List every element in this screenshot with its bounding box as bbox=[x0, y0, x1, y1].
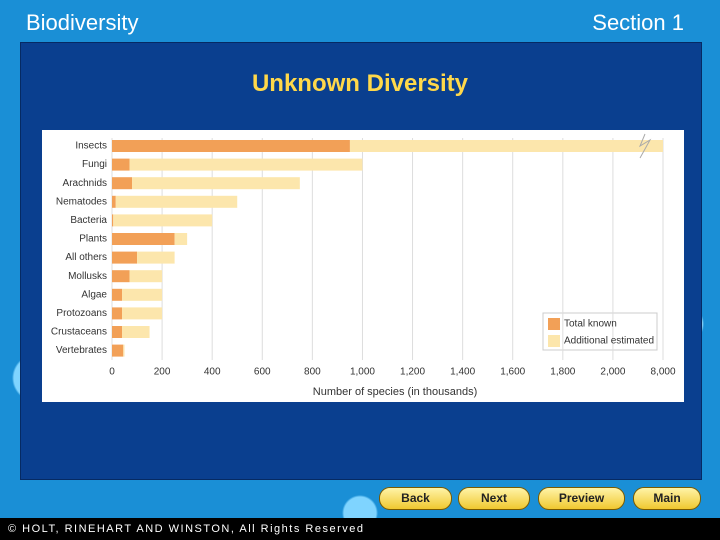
category-label: Bacteria bbox=[70, 215, 107, 226]
x-tick-label: 1,200 bbox=[400, 367, 425, 378]
bar-segment bbox=[112, 177, 133, 190]
x-tick-label: 2,000 bbox=[600, 367, 625, 378]
legend-box bbox=[542, 312, 658, 351]
x-tick-label: 400 bbox=[204, 367, 221, 378]
bar-segment bbox=[122, 288, 163, 301]
x-tick-label: 1,800 bbox=[550, 367, 575, 378]
bar-segment bbox=[122, 307, 163, 320]
category-label: Nematodes bbox=[56, 196, 107, 207]
x-tick-label: 600 bbox=[254, 367, 271, 378]
bar-segment bbox=[112, 344, 124, 357]
bar-segment bbox=[112, 140, 350, 152]
axis-break bbox=[638, 133, 652, 159]
category-label: Insects bbox=[75, 141, 107, 152]
main-button[interactable]: Main bbox=[633, 487, 701, 510]
x-tick-label: 8,000 bbox=[650, 367, 675, 378]
bar-segment bbox=[113, 214, 213, 227]
back-button[interactable]: Back bbox=[379, 487, 452, 510]
bar-segment bbox=[112, 326, 123, 338]
bar-segment bbox=[112, 307, 123, 320]
legend-swatch bbox=[548, 318, 560, 330]
header-right: Section 1 bbox=[592, 10, 684, 35]
bar-segment bbox=[115, 195, 238, 208]
category-label: Protozoans bbox=[56, 308, 107, 319]
bar-segment bbox=[112, 288, 123, 301]
legend-label: Total known bbox=[564, 319, 617, 330]
bar-segment bbox=[112, 158, 130, 171]
legend-label: Additional estimated bbox=[564, 336, 654, 347]
category-label: Crustaceans bbox=[51, 327, 107, 338]
category-label: All others bbox=[65, 252, 107, 263]
bar-segment bbox=[129, 270, 163, 283]
category-label: Algae bbox=[81, 289, 107, 300]
x-tick-label: 1,400 bbox=[450, 367, 475, 378]
bar-segment bbox=[137, 251, 175, 264]
bar-segment bbox=[112, 195, 116, 208]
bar-segment bbox=[112, 214, 114, 227]
bar-segment bbox=[349, 140, 663, 152]
preview-button[interactable]: Preview bbox=[538, 487, 625, 510]
bar-segment bbox=[129, 158, 363, 171]
x-tick-label: 1,000 bbox=[350, 367, 375, 378]
x-tick-label: 1,600 bbox=[500, 367, 525, 378]
category-label: Plants bbox=[79, 234, 107, 245]
x-tick-label: 800 bbox=[304, 367, 321, 378]
category-label: Vertebrates bbox=[56, 345, 107, 356]
x-tick-label: 200 bbox=[154, 367, 171, 378]
chart-background bbox=[42, 130, 684, 402]
footer: © HOLT, RINEHART AND WINSTON, All Rights… bbox=[0, 518, 720, 540]
legend-swatch bbox=[548, 335, 560, 347]
bar-segment bbox=[123, 344, 125, 357]
bar-segment bbox=[112, 270, 130, 283]
x-tick-label: 0 bbox=[109, 367, 115, 378]
bar-segment bbox=[132, 177, 300, 190]
bar-segment bbox=[112, 251, 138, 264]
category-label: Arachnids bbox=[63, 178, 107, 189]
bar-segment bbox=[112, 233, 175, 245]
bar-segment bbox=[122, 326, 150, 338]
x-axis-label: Number of species (in thousands) bbox=[313, 386, 477, 398]
slide-title: Unknown Diversity bbox=[251, 70, 469, 97]
category-label: Mollusks bbox=[68, 271, 107, 282]
header-left: Biodiversity bbox=[26, 10, 139, 35]
category-label: Fungi bbox=[82, 159, 107, 170]
next-button[interactable]: Next bbox=[458, 487, 530, 510]
bar-segment bbox=[174, 233, 188, 245]
